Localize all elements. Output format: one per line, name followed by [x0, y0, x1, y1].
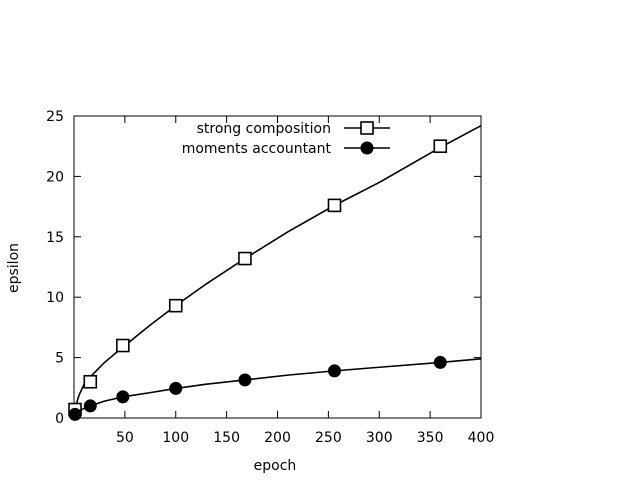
data-point-marker [433, 139, 448, 153]
legend: strong composition moments accountant [182, 121, 390, 157]
data-point-marker [116, 390, 130, 404]
data-point-marker [238, 373, 252, 387]
axis-tick-labels: 0 5 10 15 20 25 50 100 150 200 250 300 350 400 [46, 109, 494, 446]
x-tick-label: 100 [162, 430, 189, 446]
legend-item-1: moments accountant [182, 141, 390, 157]
x-tick-label: 150 [213, 430, 240, 446]
data-point-marker [83, 374, 98, 389]
y-tick-label: 10 [46, 290, 64, 306]
series-0 [68, 124, 482, 419]
y-tick-label: 25 [46, 109, 64, 125]
plot-frame [73, 115, 482, 419]
x-tick-label: 300 [366, 430, 393, 446]
data-point-marker [238, 251, 252, 266]
x-tick-label: 50 [116, 430, 134, 446]
data-point-marker [116, 338, 130, 353]
series-group [68, 124, 482, 421]
x-tick-label: 250 [315, 430, 342, 446]
legend-label: strong composition [197, 121, 331, 137]
data-point-marker [168, 298, 183, 313]
x-tick-label: 400 [468, 430, 495, 446]
axis-ticks [74, 115, 482, 419]
series-1 [68, 355, 482, 421]
data-point-marker [433, 355, 447, 369]
x-axis-label: epoch [254, 458, 297, 474]
data-point-marker [169, 381, 183, 395]
y-tick-label: 0 [55, 411, 64, 427]
data-point-marker [327, 198, 342, 213]
y-axis-label: epsilon [6, 243, 22, 293]
x-tick-label: 200 [264, 430, 291, 446]
series-line [73, 358, 482, 419]
legend-marker [360, 121, 374, 135]
data-point-marker [68, 407, 82, 421]
legend-item-0: strong composition [197, 121, 390, 137]
y-tick-label: 15 [46, 230, 64, 246]
y-tick-label: 20 [46, 169, 64, 185]
legend-label: moments accountant [182, 141, 332, 157]
y-tick-label: 5 [55, 351, 64, 367]
x-tick-label: 350 [417, 430, 444, 446]
legend-marker [360, 141, 374, 155]
data-point-marker [327, 364, 341, 378]
data-point-marker [83, 399, 97, 413]
series-line [73, 124, 482, 419]
